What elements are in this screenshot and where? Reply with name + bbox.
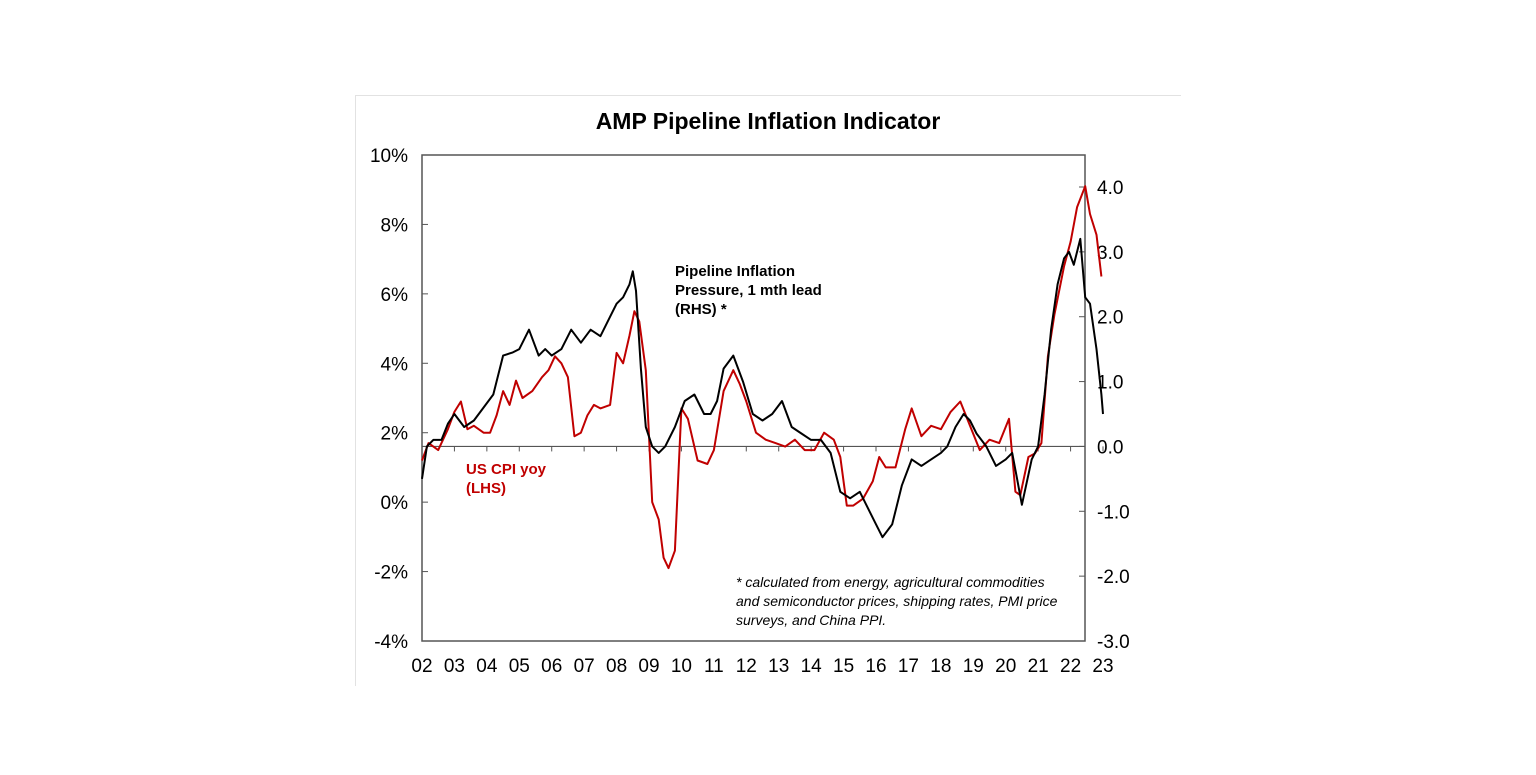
x-tick-label: 15	[833, 656, 854, 677]
footnote-line: * calculated from energy, agricultural c…	[736, 574, 1045, 590]
pipeline-pressure-label: Pressure, 1 mth lead	[675, 282, 822, 299]
series-labels: US CPI yoy (LHS) Pipeline Inflation Pressur…	[466, 263, 822, 497]
x-axis-ticks: 02 03 04 05 06 07 08 09 10 11 12 13 14 15 16 17 18 19 20 21…	[411, 445, 1114, 677]
x-tick-label: 05	[509, 656, 530, 677]
x-tick-label: 14	[801, 656, 823, 677]
left-tick-label: 10%	[370, 146, 408, 167]
x-tick-label: 04	[476, 656, 498, 677]
left-tick-label: 6%	[381, 285, 409, 306]
pipeline-pressure-line	[421, 237, 1104, 539]
x-tick-label: 02	[411, 656, 432, 677]
series-layer	[421, 185, 1104, 570]
pipeline-pressure-label: Pipeline Inflation	[675, 263, 795, 280]
x-tick-label: 20	[995, 656, 1016, 677]
x-tick-label: 06	[541, 656, 562, 677]
left-tick-label: -2%	[374, 563, 408, 584]
footnote-line: and semiconductor prices, shipping rates…	[736, 593, 1058, 609]
right-tick-label: 0.0	[1097, 437, 1123, 458]
x-tick-label: 10	[671, 656, 692, 677]
x-tick-label: 11	[704, 656, 724, 677]
pipeline-pressure-label: (RHS) *	[675, 301, 727, 318]
x-tick-label: 18	[930, 656, 951, 677]
us-cpi-line	[421, 185, 1103, 570]
footnote-annotation: * calculated from energy, agricultural c…	[736, 574, 1058, 628]
left-tick-label: 0%	[381, 493, 409, 514]
x-tick-label: 16	[865, 656, 886, 677]
plot-area-frame	[421, 154, 1086, 642]
pipeline-inflation-chart: AMP Pipeline Inflation Indicator 10% 8% 6%…	[370, 108, 1130, 677]
x-tick-label: 12	[736, 656, 757, 677]
right-tick-label: 3.0	[1097, 243, 1123, 264]
x-tick-label: 19	[963, 656, 984, 677]
right-axis-ticks: 4.0 3.0 2.0 1.0 0.0 -1.0 -2.0 -3.0	[1079, 178, 1130, 653]
left-axis-ticks: 10% 8% 6% 4% 2% 0% -2% -4%	[370, 146, 428, 653]
right-tick-label: 4.0	[1097, 178, 1123, 199]
left-tick-label: 4%	[381, 354, 409, 375]
x-tick-label: 09	[638, 656, 659, 677]
right-tick-label: -1.0	[1097, 502, 1130, 523]
us-cpi-label: (LHS)	[466, 480, 506, 497]
chart-title: AMP Pipeline Inflation Indicator	[596, 108, 941, 134]
x-tick-label: 13	[768, 656, 789, 677]
left-tick-label: 2%	[381, 424, 409, 445]
us-cpi-label: US CPI yoy	[466, 461, 547, 478]
footnote-line: surveys, and China PPI.	[736, 612, 886, 628]
x-tick-label: 07	[574, 656, 595, 677]
right-tick-label: -3.0	[1097, 632, 1130, 653]
left-tick-label: 8%	[381, 215, 409, 236]
right-tick-label: -2.0	[1097, 567, 1130, 588]
x-tick-label: 03	[444, 656, 465, 677]
x-tick-label: 17	[898, 656, 919, 677]
right-tick-label: 1.0	[1097, 373, 1123, 394]
right-tick-label: 2.0	[1097, 308, 1123, 329]
x-tick-label: 22	[1060, 656, 1081, 677]
x-tick-label: 08	[606, 656, 627, 677]
left-tick-label: -4%	[374, 632, 408, 653]
chart-panel: AMP Pipeline Inflation Indicator 10% 8% 6%…	[355, 95, 1181, 686]
x-tick-label: 23	[1092, 656, 1113, 677]
x-tick-label: 21	[1028, 656, 1049, 677]
